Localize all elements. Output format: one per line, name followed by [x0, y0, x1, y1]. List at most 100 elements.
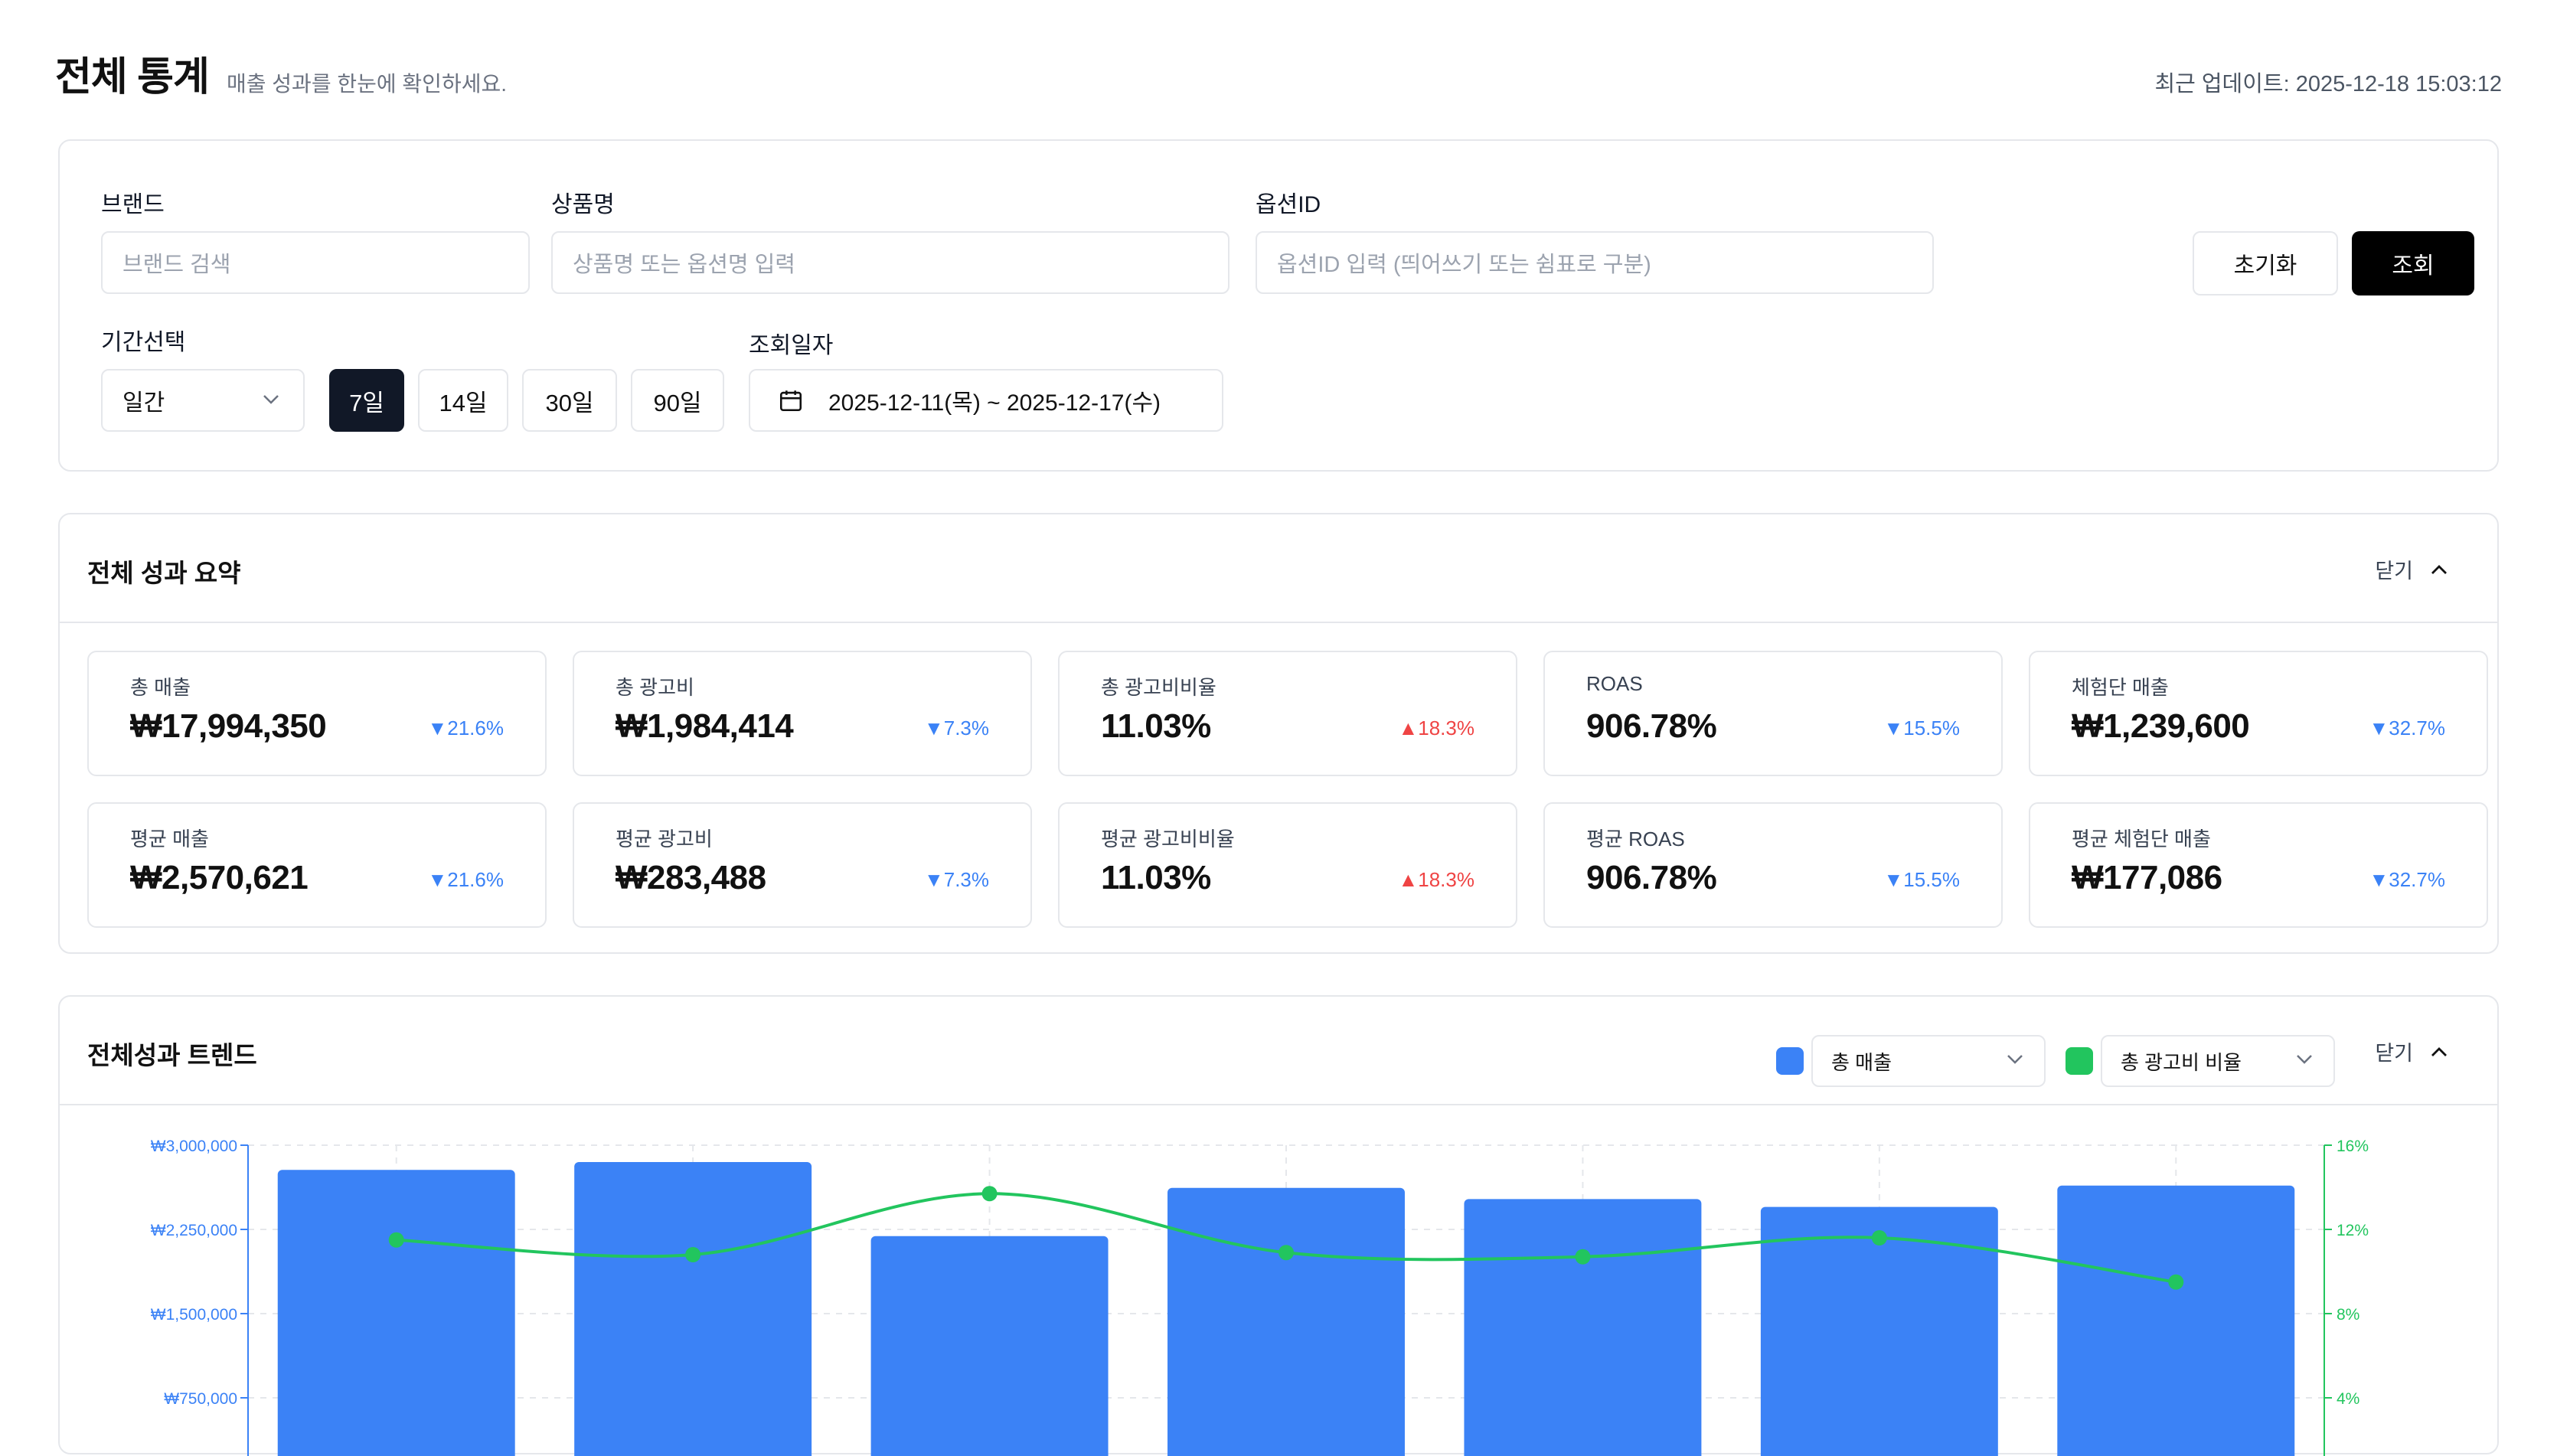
metric-change-badge: ▲18.3% [1398, 868, 1474, 891]
metric-label: 평균 매출 [130, 828, 209, 850]
metric-label: 총 광고비비율 [1101, 676, 1216, 699]
metric-value: ₩177,086 [2072, 859, 2222, 896]
trend-header: 전체성과 트렌드 총 매출 총 광고비 비율 닫기 [60, 997, 2497, 1105]
period-select-value: 일간 [122, 390, 165, 416]
bar [1464, 1199, 1702, 1456]
left-axis-tick-label: ₩750,000 [164, 1390, 237, 1408]
date-range-label: 조회일자 [749, 333, 834, 358]
metric-label: 총 광고비 [616, 676, 694, 699]
metric-value: 906.78% [1586, 859, 1717, 896]
metric-value: ₩283,488 [616, 859, 766, 896]
metric-change-badge: ▼15.5% [1883, 868, 1960, 891]
metric-value: 11.03% [1101, 707, 1211, 745]
reset-button[interactable]: 초기화 [2193, 231, 2338, 295]
metric-change-badge: ▼32.7% [2369, 868, 2445, 891]
line-point [1871, 1230, 1887, 1245]
bar [1760, 1206, 1998, 1456]
option-id-input[interactable]: 옵션ID 입력 (띄어쓰기 또는 쉼표로 구분) [1256, 231, 1934, 294]
page-subtitle: 매출 성과를 한눈에 확인하세요. [227, 72, 507, 96]
metric-label: 평균 ROAS [1586, 828, 1685, 850]
series-2-color-swatch [2066, 1047, 2093, 1075]
series-1-color-swatch [1776, 1047, 1804, 1075]
metric-label: 평균 광고비비율 [1101, 828, 1235, 850]
date-range-value: 2025-12-11(목) ~ 2025-12-17(수) [828, 390, 1161, 416]
summary-header: 전체 성과 요약 닫기 [60, 514, 2497, 623]
metric-change-badge: ▼21.6% [427, 868, 504, 891]
product-label: 상품명 [551, 192, 615, 217]
series-2-select[interactable]: 총 광고비 비율 [2101, 1035, 2335, 1087]
trend-collapse-button[interactable]: 닫기 [2375, 1037, 2448, 1066]
metric-card: 평균 체험단 매출 ₩177,086 ▼32.7% [2029, 802, 2488, 928]
period-select[interactable]: 일간 [101, 369, 305, 432]
bar [870, 1236, 1109, 1456]
metric-label: 평균 광고비 [616, 828, 713, 850]
chevron-up-icon [2431, 564, 2447, 574]
line-point [685, 1247, 701, 1262]
summary-panel: 전체 성과 요약 닫기 총 매출 ₩17,994,350 ▼21.6% 총 광고비 ₩1… [58, 513, 2499, 954]
page-title: 전체 통계 [55, 55, 210, 100]
collapse-label: 닫기 [2375, 560, 2413, 583]
series-1-select-value: 총 매출 [1831, 1050, 1892, 1074]
metric-card: 평균 광고비 ₩283,488 ▼7.3% [573, 802, 1032, 928]
line-point [2168, 1274, 2184, 1290]
search-button[interactable]: 조회 [2352, 231, 2474, 295]
metric-card: 총 광고비비율 11.03% ▲18.3% [1058, 651, 1517, 776]
chevron-up-icon [2431, 1046, 2447, 1056]
line-point [1278, 1245, 1294, 1261]
line-point [388, 1232, 404, 1248]
last-updated-text: 최근 업데이트: 2025-12-18 15:03:12 [2154, 72, 2502, 96]
metric-value: ₩17,994,350 [130, 707, 327, 745]
metric-label: 평균 체험단 매출 [2072, 828, 2211, 850]
series-1-select[interactable]: 총 매출 [1811, 1035, 2046, 1087]
date-range-picker[interactable]: 2025-12-11(목) ~ 2025-12-17(수) [749, 369, 1223, 432]
filter-panel: 브랜드 브랜드 검색 상품명 상품명 또는 옵션명 입력 옵션ID 옵션ID 입… [58, 139, 2499, 472]
summary-title: 전체 성과 요약 [87, 559, 241, 587]
metric-label: ROAS [1586, 672, 1643, 695]
metric-card: 총 매출 ₩17,994,350 ▼21.6% [87, 651, 547, 776]
right-axis-tick-label: 16% [2337, 1138, 2369, 1155]
left-axis-tick-label: ₩2,250,000 [151, 1222, 237, 1239]
metric-change-badge: ▼21.6% [427, 717, 504, 739]
metric-card: 총 광고비 ₩1,984,414 ▼7.3% [573, 651, 1032, 776]
series-2-select-value: 총 광고비 비율 [2121, 1050, 2242, 1074]
bar [277, 1170, 515, 1456]
metric-card: ROAS 906.78% ▼15.5% [1543, 651, 2003, 776]
metric-label: 총 매출 [130, 676, 191, 699]
metric-label: 체험단 매출 [2072, 676, 2169, 699]
period-7d-button[interactable]: 7일 [329, 369, 404, 432]
right-axis-tick-label: 8% [2337, 1306, 2359, 1324]
trend-title: 전체성과 트렌드 [87, 1041, 257, 1069]
metric-value: 906.78% [1586, 707, 1717, 745]
bar [1167, 1187, 1405, 1456]
metric-card: 평균 매출 ₩2,570,621 ▼21.6% [87, 802, 547, 928]
metric-value: ₩1,984,414 [616, 707, 794, 745]
line-point [981, 1186, 998, 1202]
chevron-down-icon [263, 395, 279, 404]
left-axis-tick-label: ₩1,500,000 [151, 1306, 237, 1324]
option-id-label: 옵션ID [1256, 192, 1321, 217]
metric-change-badge: ▼32.7% [2369, 717, 2445, 739]
metric-value: ₩1,239,600 [2072, 707, 2250, 745]
period-14d-button[interactable]: 14일 [418, 369, 508, 432]
calendar-icon [779, 390, 802, 412]
brand-label: 브랜드 [101, 192, 165, 217]
bar [2057, 1185, 2295, 1456]
metric-change-badge: ▼7.3% [924, 868, 989, 891]
metric-card: 평균 광고비비율 11.03% ▲18.3% [1058, 802, 1517, 928]
period-30d-button[interactable]: 30일 [522, 369, 617, 432]
collapse-label: 닫기 [2375, 1042, 2413, 1065]
right-axis-tick-label: 12% [2337, 1222, 2369, 1239]
brand-search-input[interactable]: 브랜드 검색 [101, 231, 530, 294]
line-point [1575, 1249, 1591, 1265]
trend-chart: ₩3,000,000 ₩2,250,000 ₩1,500,000 ₩750,000 16… [151, 1138, 2369, 1456]
bar [574, 1162, 812, 1456]
period-90d-button[interactable]: 90일 [631, 369, 724, 432]
chevron-down-icon [2007, 1055, 2023, 1064]
metric-value: ₩2,570,621 [130, 859, 309, 896]
period-label: 기간선택 [101, 330, 186, 355]
metric-change-badge: ▼7.3% [924, 717, 989, 739]
metric-value: 11.03% [1101, 859, 1211, 896]
chevron-down-icon [2297, 1055, 2312, 1064]
product-name-input[interactable]: 상품명 또는 옵션명 입력 [551, 231, 1230, 294]
summary-collapse-button[interactable]: 닫기 [2375, 554, 2448, 584]
